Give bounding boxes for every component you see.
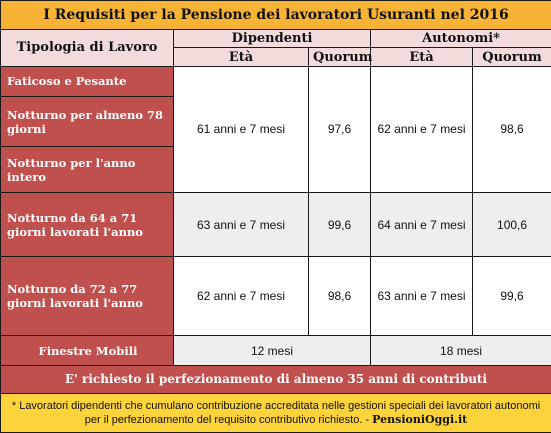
- row-label: Finestre Mobili: [0, 335, 174, 367]
- cell: 63 anni e 7 mesi: [370, 256, 473, 337]
- row-label: Notturno per almeno 78 giorni: [0, 95, 174, 148]
- group-header: Dipendenti: [173, 29, 371, 49]
- cell: 62 anni e 7 mesi: [173, 256, 309, 337]
- note-text: * Lavoratori dipendenti che cumulano con…: [11, 399, 541, 426]
- row-label: Notturno per l'anno intero: [0, 146, 174, 193]
- cell: 98,6: [308, 256, 371, 337]
- requirement: E' richiesto il perfezionamento di almen…: [0, 365, 551, 394]
- note: * Lavoratori dipendenti che cumulano con…: [0, 392, 551, 433]
- cell: 61 anni e 7 mesi: [173, 65, 309, 193]
- subheader: Età: [370, 47, 473, 67]
- title: I Requisiti per la Pensione dei lavorato…: [0, 0, 551, 31]
- row-label: Faticoso e Pesante: [0, 65, 174, 97]
- cell: 18 mesi: [369, 335, 551, 367]
- cell: 97,6: [308, 65, 371, 193]
- cell: 63 anni e 7 mesi: [173, 191, 309, 258]
- group-header: Autonomi*: [369, 29, 551, 49]
- subheader: Quorum: [471, 47, 551, 67]
- cell: 98,6: [471, 65, 551, 193]
- cell: 12 mesi: [173, 335, 371, 367]
- row-label: Notturno da 72 a 77 giorni lavorati l'an…: [0, 256, 174, 337]
- subheader: Età: [173, 47, 309, 67]
- row-label: Notturno da 64 a 71 giorni lavorati l'an…: [0, 191, 174, 258]
- cell: 64 anni e 7 mesi: [370, 191, 473, 258]
- note-source: PensioniOggi.it: [372, 412, 468, 426]
- cell: 99,6: [308, 191, 371, 258]
- cell: 62 anni e 7 mesi: [370, 65, 473, 193]
- cell: 99,6: [471, 256, 551, 337]
- cell: 100,6: [471, 191, 551, 258]
- type-header: Tipologia di Lavoro: [0, 29, 174, 67]
- subheader: Quorum: [308, 47, 373, 67]
